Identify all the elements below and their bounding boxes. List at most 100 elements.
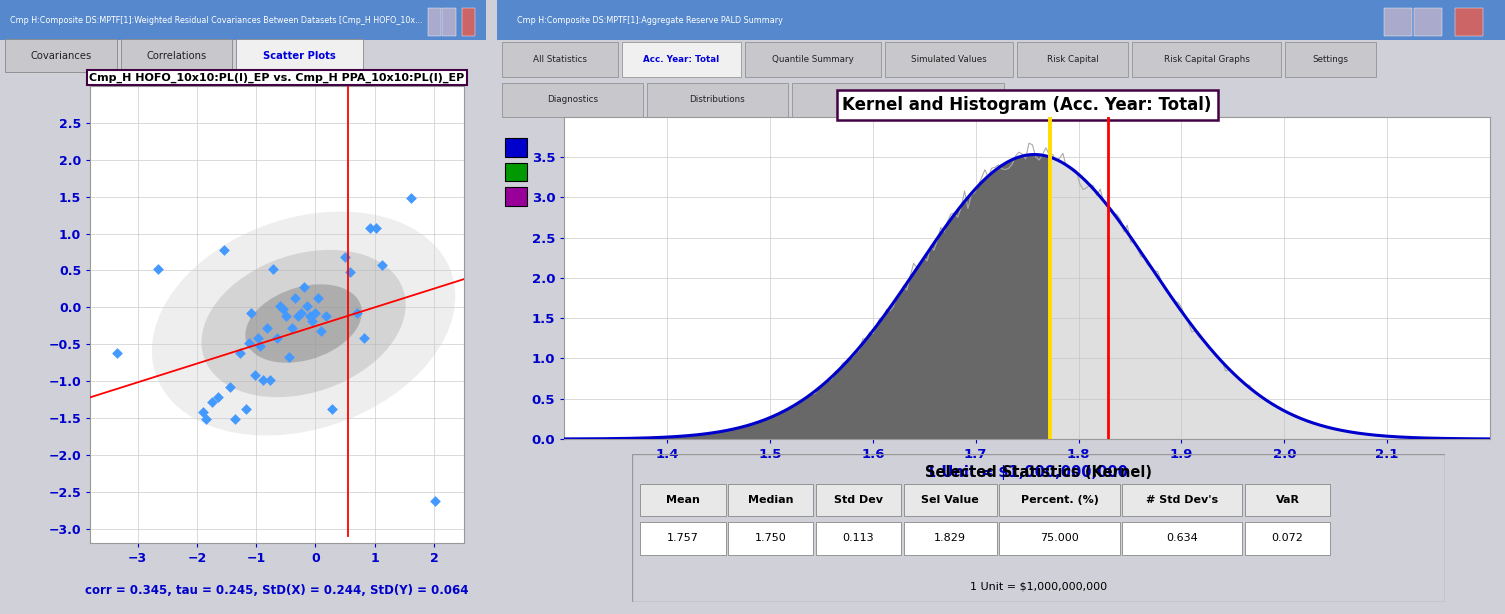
- Text: 0.113: 0.113: [843, 534, 874, 543]
- Text: Covariances: Covariances: [30, 50, 92, 61]
- Text: Simulated Values: Simulated Values: [911, 55, 987, 64]
- Bar: [504, 187, 527, 206]
- Point: [200, 397, 224, 406]
- Bar: [427, 8, 441, 36]
- Bar: [504, 163, 527, 181]
- Point: [364, 223, 388, 233]
- Point: [289, 308, 313, 318]
- Text: Diagnostics: Diagnostics: [546, 95, 597, 104]
- FancyBboxPatch shape: [999, 522, 1120, 554]
- Point: [280, 323, 304, 333]
- FancyBboxPatch shape: [885, 42, 1013, 77]
- Text: # Std Dev's: # Std Dev's: [1147, 495, 1219, 505]
- Point: [358, 223, 382, 233]
- Text: 1.829: 1.829: [935, 534, 966, 543]
- Text: Median: Median: [748, 495, 793, 505]
- Point: [307, 293, 331, 303]
- Bar: [442, 8, 456, 36]
- Point: [257, 375, 281, 384]
- FancyBboxPatch shape: [728, 522, 813, 554]
- Point: [146, 264, 170, 274]
- Point: [352, 333, 376, 343]
- Text: Cmp H:Composite DS:MPTF[1]:Weighted Residual Covariances Between Datasets [Cmp_H: Cmp H:Composite DS:MPTF[1]:Weighted Resi…: [9, 16, 423, 25]
- FancyBboxPatch shape: [501, 42, 617, 77]
- Point: [245, 333, 269, 343]
- Point: [304, 308, 328, 318]
- Text: Percent. (%): Percent. (%): [1020, 495, 1099, 505]
- Text: 1.757: 1.757: [667, 534, 698, 543]
- FancyBboxPatch shape: [792, 83, 1004, 117]
- Point: [242, 370, 266, 380]
- Text: Selected Statistics (Kernel): Selected Statistics (Kernel): [926, 465, 1151, 480]
- Text: VaR: VaR: [1276, 495, 1299, 505]
- Text: Std Dev: Std Dev: [834, 495, 883, 505]
- Point: [298, 311, 322, 321]
- Title: Kernel and Histogram (Acc. Year: Total): Kernel and Histogram (Acc. Year: Total): [843, 96, 1212, 114]
- FancyBboxPatch shape: [1285, 42, 1376, 77]
- Point: [370, 260, 394, 270]
- FancyBboxPatch shape: [728, 484, 813, 516]
- Text: 0.072: 0.072: [1272, 534, 1303, 543]
- Ellipse shape: [202, 250, 406, 397]
- Point: [265, 333, 289, 343]
- Point: [194, 414, 218, 424]
- Text: All Statistics: All Statistics: [533, 55, 587, 64]
- Text: Correlations: Correlations: [146, 50, 206, 61]
- Point: [218, 382, 242, 392]
- Bar: [1415, 8, 1442, 36]
- FancyBboxPatch shape: [1123, 484, 1243, 516]
- Point: [283, 293, 307, 303]
- Point: [345, 308, 369, 318]
- Point: [239, 308, 263, 318]
- Point: [236, 338, 260, 348]
- Point: [286, 311, 310, 321]
- FancyBboxPatch shape: [1132, 42, 1281, 77]
- FancyBboxPatch shape: [647, 83, 789, 117]
- FancyBboxPatch shape: [1017, 42, 1127, 77]
- Bar: [497, 0, 1505, 40]
- FancyBboxPatch shape: [1245, 484, 1330, 516]
- Bar: [1454, 8, 1482, 36]
- FancyBboxPatch shape: [816, 484, 901, 516]
- FancyBboxPatch shape: [745, 42, 880, 77]
- FancyBboxPatch shape: [816, 522, 901, 554]
- Ellipse shape: [245, 284, 361, 363]
- Point: [251, 375, 275, 384]
- Text: Distributions: Distributions: [689, 95, 745, 104]
- Point: [227, 348, 251, 358]
- Point: [206, 392, 230, 402]
- FancyBboxPatch shape: [622, 42, 740, 77]
- Text: Settings: Settings: [1312, 55, 1348, 64]
- Bar: [1385, 8, 1412, 36]
- Text: Cmp H:Composite DS:MPTF[1]:Aggregate Reserve PALD Summary: Cmp H:Composite DS:MPTF[1]:Aggregate Res…: [516, 16, 783, 25]
- Point: [295, 301, 319, 311]
- Text: Risk Capital: Risk Capital: [1046, 55, 1099, 64]
- Bar: [0, 0, 486, 40]
- Text: Sel Value: Sel Value: [921, 495, 980, 505]
- Point: [248, 341, 272, 351]
- Text: Scatter Plots: Scatter Plots: [263, 50, 336, 61]
- Text: 0.634: 0.634: [1166, 534, 1198, 543]
- FancyBboxPatch shape: [640, 522, 725, 554]
- Point: [271, 304, 295, 314]
- Text: Quantiles, VaR and T-VaR: Quantiles, VaR and T-VaR: [843, 95, 953, 104]
- Bar: [504, 138, 527, 157]
- Text: 75.000: 75.000: [1040, 534, 1079, 543]
- Point: [105, 348, 129, 358]
- X-axis label: 1 Unit = $1,000,000,000: 1 Unit = $1,000,000,000: [926, 465, 1129, 480]
- Point: [315, 311, 339, 321]
- Text: Risk Capital Graphs: Risk Capital Graphs: [1163, 55, 1249, 64]
- Text: Acc. Year: Total: Acc. Year: Total: [643, 55, 719, 64]
- Point: [268, 301, 292, 311]
- Point: [191, 407, 215, 417]
- Text: 1 Unit = $1,000,000,000: 1 Unit = $1,000,000,000: [969, 582, 1108, 592]
- Text: corr = 0.345, tau = 0.245, StD(X) = 0.244, StD(Y) = 0.064: corr = 0.345, tau = 0.245, StD(X) = 0.24…: [86, 584, 468, 597]
- Point: [254, 323, 278, 333]
- Title: Cmp_H HOFO_10x10:PL(I)_EP vs. Cmp_H PPA_10x10:PL(I)_EP: Cmp_H HOFO_10x10:PL(I)_EP vs. Cmp_H PPA_…: [89, 72, 465, 83]
- FancyBboxPatch shape: [501, 83, 643, 117]
- Point: [301, 316, 325, 325]
- FancyBboxPatch shape: [903, 522, 996, 554]
- FancyBboxPatch shape: [120, 39, 232, 72]
- FancyBboxPatch shape: [1245, 522, 1330, 554]
- Point: [212, 245, 236, 255]
